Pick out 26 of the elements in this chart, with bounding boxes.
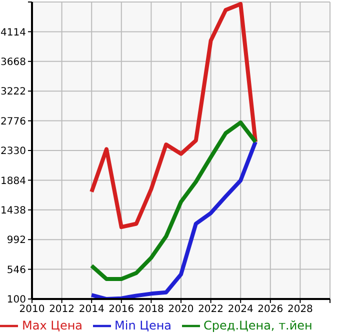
y-tick-label: 992: [6, 235, 26, 246]
x-tick-label: 2010: [19, 304, 45, 316]
x-tick-label: 2018: [138, 304, 164, 316]
x-tick-label: 2020: [168, 304, 194, 316]
line-series: [90, 120, 258, 282]
x-tick-label: 2016: [108, 304, 134, 316]
x-tick-label: 2026: [258, 304, 284, 316]
legend-label: Max Цена: [22, 318, 83, 332]
x-tick-label: 2022: [198, 304, 224, 316]
y-tick-label: 1884: [0, 176, 26, 187]
y-tick-label: 3222: [0, 86, 26, 98]
legend-label: Min Цена: [114, 318, 172, 332]
line-series: [90, 140, 258, 299]
y-tick-label: 3668: [0, 56, 26, 68]
y-tick-label: 4114: [0, 27, 26, 38]
x-tick-label: 2024: [228, 304, 254, 316]
y-tick-label: 100: [6, 294, 26, 306]
x-tick-label: 2028: [287, 304, 313, 316]
y-tick-label: 2330: [0, 146, 26, 158]
y-tick-label: 546: [6, 264, 26, 276]
legend-label: Сред.Цена, т.йен: [204, 318, 312, 332]
y-tick-label: 2776: [0, 116, 26, 128]
x-tick-label: 2012: [49, 304, 75, 316]
line-series: [90, 2, 258, 230]
y-tick-label: 1438: [0, 205, 26, 216]
x-tick-label: 2014: [78, 304, 104, 316]
